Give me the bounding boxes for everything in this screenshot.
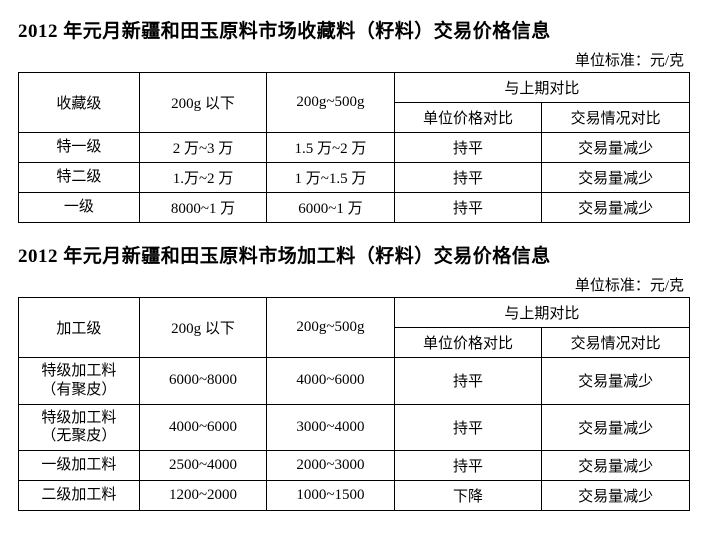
cell-grade: 二级加工料	[19, 481, 140, 511]
table-row: 特级加工料（有聚皮）6000~80004000~6000持平交易量减少	[19, 358, 690, 405]
cell-w1: 1200~2000	[139, 481, 266, 511]
cell-c1: 持平	[394, 133, 542, 163]
col-header-weight: 200g~500g	[267, 73, 394, 133]
table-row: 特级加工料（无聚皮）4000~60003000~4000持平交易量减少	[19, 404, 690, 451]
cell-c1: 持平	[394, 451, 542, 481]
cell-c2: 交易量减少	[542, 163, 690, 193]
table-row: 特一级2 万~3 万1.5 万~2 万持平交易量减少	[19, 133, 690, 163]
cell-w1: 4000~6000	[139, 404, 266, 451]
cell-w2: 1.5 万~2 万	[267, 133, 394, 163]
section-title: 2012 年元月新疆和田玉原料市场加工料（籽料）交易价格信息	[18, 241, 690, 268]
cell-c1: 持平	[394, 163, 542, 193]
cell-c1: 持平	[394, 404, 542, 451]
cell-w1: 8000~1 万	[139, 193, 266, 223]
table-row: 一级加工料2500~40002000~3000持平交易量减少	[19, 451, 690, 481]
table-row: 一级8000~1 万6000~1 万持平交易量减少	[19, 193, 690, 223]
price-section-0: 2012 年元月新疆和田玉原料市场收藏料（籽料）交易价格信息单位标准：元/克收藏…	[18, 16, 690, 223]
col-header-weight: 200g 以下	[139, 298, 266, 358]
cell-c1: 持平	[394, 358, 542, 405]
cell-c2: 交易量减少	[542, 133, 690, 163]
cell-c2: 交易量减少	[542, 481, 690, 511]
cell-grade: 一级加工料	[19, 451, 140, 481]
cell-w1: 2 万~3 万	[139, 133, 266, 163]
table-row: 二级加工料1200~20001000~1500下降交易量减少	[19, 481, 690, 511]
cell-w2: 3000~4000	[267, 404, 394, 451]
col-header-compare-group: 与上期对比	[394, 73, 689, 103]
cell-w1: 6000~8000	[139, 358, 266, 405]
table-header-row: 加工级200g 以下200g~500g与上期对比	[19, 298, 690, 328]
cell-c1: 下降	[394, 481, 542, 511]
table-header-row: 收藏级200g 以下200g~500g与上期对比	[19, 73, 690, 103]
section-title: 2012 年元月新疆和田玉原料市场收藏料（籽料）交易价格信息	[18, 16, 690, 43]
col-header-grade: 收藏级	[19, 73, 140, 133]
col-header-compare: 交易情况对比	[542, 328, 690, 358]
cell-c2: 交易量减少	[542, 451, 690, 481]
cell-c2: 交易量减少	[542, 404, 690, 451]
col-header-weight: 200g~500g	[267, 298, 394, 358]
cell-w1: 2500~4000	[139, 451, 266, 481]
cell-w2: 4000~6000	[267, 358, 394, 405]
col-header-compare: 交易情况对比	[542, 103, 690, 133]
price-table: 加工级200g 以下200g~500g与上期对比单位价格对比交易情况对比特级加工…	[18, 297, 690, 511]
col-header-weight: 200g 以下	[139, 73, 266, 133]
cell-grade: 特级加工料（无聚皮）	[19, 404, 140, 451]
cell-w2: 2000~3000	[267, 451, 394, 481]
col-header-compare-group: 与上期对比	[394, 298, 689, 328]
cell-c2: 交易量减少	[542, 193, 690, 223]
table-row: 特二级1.万~2 万1 万~1.5 万持平交易量减少	[19, 163, 690, 193]
cell-w2: 6000~1 万	[267, 193, 394, 223]
cell-w2: 1000~1500	[267, 481, 394, 511]
cell-w1: 1.万~2 万	[139, 163, 266, 193]
unit-label: 单位标准：元/克	[18, 274, 690, 295]
cell-grade: 特一级	[19, 133, 140, 163]
cell-grade: 特二级	[19, 163, 140, 193]
col-header-compare: 单位价格对比	[394, 328, 542, 358]
unit-label: 单位标准：元/克	[18, 49, 690, 70]
price-section-1: 2012 年元月新疆和田玉原料市场加工料（籽料）交易价格信息单位标准：元/克加工…	[18, 241, 690, 511]
col-header-grade: 加工级	[19, 298, 140, 358]
cell-c2: 交易量减少	[542, 358, 690, 405]
cell-w2: 1 万~1.5 万	[267, 163, 394, 193]
price-table: 收藏级200g 以下200g~500g与上期对比单位价格对比交易情况对比特一级2…	[18, 72, 690, 223]
cell-grade: 一级	[19, 193, 140, 223]
cell-c1: 持平	[394, 193, 542, 223]
col-header-compare: 单位价格对比	[394, 103, 542, 133]
cell-grade: 特级加工料（有聚皮）	[19, 358, 140, 405]
